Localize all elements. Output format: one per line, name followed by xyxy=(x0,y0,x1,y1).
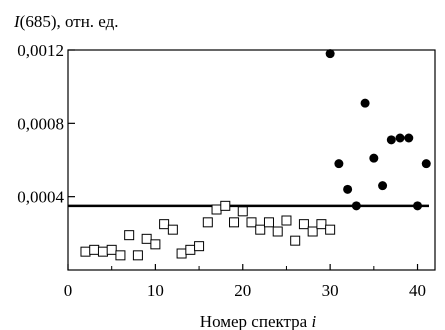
open-square-point xyxy=(124,230,135,241)
open-square-point xyxy=(167,224,178,235)
x-tick-label: 40 xyxy=(409,281,426,300)
open-square-point xyxy=(272,226,283,237)
plot-frame xyxy=(67,49,436,271)
filled-circle-point xyxy=(360,98,370,108)
x-tick-label: 0 xyxy=(64,281,73,300)
open-square-point xyxy=(97,246,108,257)
open-square-point xyxy=(246,217,257,228)
open-square-point xyxy=(211,204,222,215)
open-square-point xyxy=(89,244,100,255)
x-axis-label: Номер спектра i xyxy=(200,312,317,330)
open-square-point xyxy=(202,217,213,228)
filled-circle-point xyxy=(378,181,388,191)
filled-circle-point xyxy=(343,184,353,194)
x-tick-label: 10 xyxy=(147,281,164,300)
filled-circle-point xyxy=(369,153,379,163)
open-square-point xyxy=(80,246,91,257)
open-square-point xyxy=(316,219,327,230)
open-square-point xyxy=(220,200,231,211)
filled-circle-point xyxy=(334,159,344,169)
open-square-point xyxy=(159,219,170,230)
open-square-point xyxy=(150,239,161,250)
x-tick-label: 30 xyxy=(322,281,339,300)
open-square-point xyxy=(141,233,152,244)
open-square-point xyxy=(263,217,274,228)
open-square-point xyxy=(290,235,301,246)
y-axis-label: I(685), отн. ед. xyxy=(13,12,119,31)
open-square-point xyxy=(132,250,143,261)
filled-circle-point xyxy=(404,133,414,143)
open-square-point xyxy=(106,244,117,255)
open-square-point xyxy=(237,206,248,217)
open-square-point xyxy=(307,226,318,237)
filled-circle-point xyxy=(386,135,396,145)
y-tick-label: 0,0012 xyxy=(17,41,64,60)
open-square-point xyxy=(185,244,196,255)
filled-circle-point xyxy=(351,201,361,211)
open-square-point xyxy=(298,219,309,230)
y-tick-label: 0,0008 xyxy=(17,114,64,133)
open-square-point xyxy=(194,241,205,252)
open-square-point xyxy=(229,217,240,228)
x-tick-label: 20 xyxy=(234,281,251,300)
open-square-point xyxy=(255,224,266,235)
filled-circle-point xyxy=(421,159,431,169)
open-square-point xyxy=(115,250,126,261)
open-square-point xyxy=(281,215,292,226)
open-square-point xyxy=(325,224,336,235)
open-square-point xyxy=(176,248,187,259)
filled-circle-point xyxy=(325,49,335,59)
filled-circle-point xyxy=(413,201,423,211)
y-tick-label: 0,0004 xyxy=(17,188,64,207)
filled-circle-point xyxy=(395,133,405,143)
